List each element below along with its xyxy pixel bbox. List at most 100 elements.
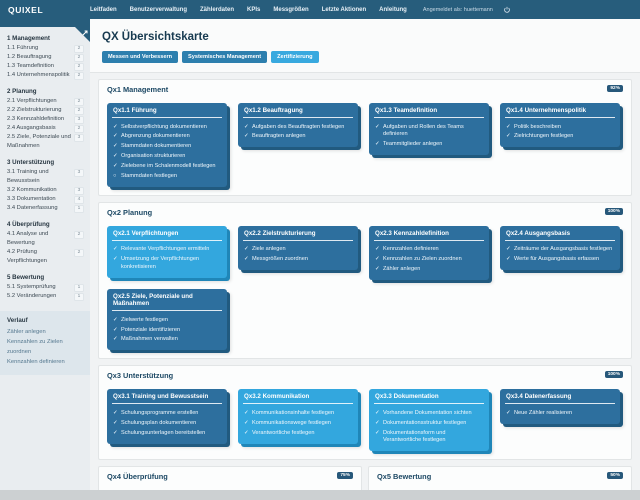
sidebar-item[interactable]: 1.2 Beauftragung 2: [7, 53, 84, 62]
task-card[interactable]: Qx2.5 Ziele, Potenziale und Maßnahmen ✓ …: [107, 289, 227, 351]
task-row[interactable]: ✓ Zielebene im Schalenmodell festlegen: [113, 163, 222, 170]
task-row[interactable]: ✓ Stammdaten dokumentieren: [113, 143, 222, 150]
task-row[interactable]: ✓ Zeiträume der Ausgangsbasis festlegen: [506, 246, 615, 253]
sidebar-item[interactable]: 2.4 Ausgangsbasis 2: [7, 124, 84, 133]
task-row[interactable]: ✓ Werte für Ausgangsbasis erfassen: [506, 256, 615, 263]
task-card[interactable]: Qx3.2 Kommunikation ✓ Kommunikationsinha…: [238, 389, 358, 444]
sidebar-item[interactable]: 4.1 Analyse und Bewertung 2: [7, 230, 84, 248]
nav-item[interactable]: Anleitung: [379, 6, 407, 13]
sidebar-item[interactable]: 5.2 Veränderungen 1: [7, 292, 84, 301]
task-row[interactable]: ✓ Zähler anlegen: [375, 266, 484, 273]
task-card[interactable]: Qx3.3 Dokumentation ✓ Vorhandene Dokumen…: [369, 389, 489, 451]
sidebar-item[interactable]: 3.4 Datenerfassung 1: [7, 204, 84, 213]
task-status-icon: ✓: [113, 419, 118, 426]
task-status-icon: ✓: [113, 246, 118, 253]
task-label: Neue Zähler realisieren: [514, 409, 573, 416]
task-row[interactable]: ✓ Aufgaben und Rollen des Teams definier…: [375, 124, 484, 139]
task-row[interactable]: ✓ Zielrichtungen festlegen: [506, 133, 615, 140]
task-row[interactable]: ✓ Ziele anlegen: [244, 246, 353, 253]
task-row[interactable]: ✓ Relevante Verpflichtungen ermitteln: [113, 246, 222, 253]
tab-button[interactable]: Systemisches Management: [182, 51, 268, 63]
tab-button[interactable]: Messen und Verbessern: [102, 51, 179, 63]
nav-item[interactable]: Zählerdaten: [200, 6, 235, 13]
task-status-icon: ✓: [113, 256, 118, 263]
task-label: Stammdaten festlegen: [121, 173, 177, 180]
sidebar-item[interactable]: 2.3 Kennzahldefinition 3: [7, 115, 84, 124]
task-row[interactable]: ✓ Kennzahlen zu Zielen zuordnen: [375, 256, 484, 263]
task-card[interactable]: Qx2.2 Zielstrukturierung ✓ Ziele anlegen: [238, 225, 358, 271]
nav-item[interactable]: Messgrößen: [273, 6, 309, 13]
task-card[interactable]: Qx1.3 Teamdefinition ✓ Aufgaben und Roll…: [369, 103, 489, 155]
task-row[interactable]: ✓ Aufgaben des Beauftragten festlegen: [244, 124, 353, 131]
task-row[interactable]: ✓ Teammitglieder anlegen: [375, 141, 484, 148]
sidebar-item-label: 4.2 Prüfung Verpflichtungen: [7, 249, 47, 264]
verlauf-item[interactable]: Kennzahlen definieren: [7, 359, 65, 365]
task-row[interactable]: ✓ Umsetzung der Verpflichtungen konkreti…: [113, 256, 222, 271]
task-list: ✓ Zielwerte festlegen ✓ Potenziale ident…: [107, 311, 227, 344]
verlauf-item[interactable]: Kennzahlen zu Zielen zuordnen: [7, 339, 63, 355]
task-row[interactable]: ✓ Verantwortliche festlegen: [244, 430, 353, 437]
task-status-icon: ✓: [113, 123, 118, 130]
task-card[interactable]: Qx3.4 Datenerfassung ✓ Neue Zähler reali…: [500, 389, 620, 424]
sidebar-item[interactable]: 1.1 Führung 2: [7, 44, 84, 53]
task-status-icon: ✓: [506, 256, 511, 263]
sidebar-collapse-icon[interactable]: [75, 27, 90, 42]
nav-item[interactable]: Leitfaden: [90, 6, 117, 13]
task-row[interactable]: ✓ Neue Zähler realisieren: [506, 410, 615, 417]
task-row[interactable]: ✓ Organisation strukturieren: [113, 153, 222, 160]
task-row[interactable]: ✓ Kennzahlen definieren: [375, 246, 484, 253]
task-row[interactable]: ✓ Beauftragten anlegen: [244, 133, 353, 140]
task-card[interactable]: Qx2.1 Verpflichtungen ✓ Relevante Verpfl…: [107, 225, 227, 278]
sidebar-item[interactable]: 4.2 Prüfung Verpflichtungen 2: [7, 248, 84, 266]
sidebar-item[interactable]: 3.2 Kommunikation 3: [7, 186, 84, 195]
task-row[interactable]: ✓ Potenziale identifizieren: [113, 327, 222, 334]
task-row[interactable]: ✓ Schulungsprogramme erstellen: [113, 410, 222, 417]
section-header: Qx1 Management 92%: [107, 85, 623, 96]
task-card[interactable]: Qx3.1 Training und Bewusstsein ✓ Schulun…: [107, 389, 227, 444]
task-row[interactable]: ✓ Abgrenzung dokumentieren: [113, 133, 222, 140]
task-card[interactable]: Qx2.3 Kennzahldefinition ✓ Kennzahlen de…: [369, 225, 489, 281]
nav-item[interactable]: Benutzerverwaltung: [129, 6, 188, 13]
task-row[interactable]: ✓ Kommunikationsinhalte festlegen: [244, 410, 353, 417]
task-row[interactable]: ✓ Dokumentationsstruktur festlegen: [375, 420, 484, 427]
sidebar-item-label: 2.4 Ausgangsbasis: [7, 125, 56, 131]
task-row[interactable]: ✓ Vorhandene Dokumentation sichten: [375, 410, 484, 417]
sidebar-section: 2 Planung 2.1 Verpflichtungen 2 2.2 Ziel…: [7, 88, 84, 151]
task-row[interactable]: ✓ Zielwerte festlegen: [113, 317, 222, 324]
verlauf-item[interactable]: Zähler anlegen: [7, 329, 46, 335]
horizontal-scrollbar[interactable]: [0, 490, 640, 500]
task-row[interactable]: ✓ Schulungsunterlagen bereitstellen: [113, 430, 222, 437]
sidebar-item[interactable]: 2.1 Verpflichtungen 2: [7, 97, 84, 106]
task-status-icon: ✓: [244, 246, 249, 253]
sidebar-item[interactable]: 3.1 Training und Bewusstsein 3: [7, 168, 84, 186]
task-label: Relevante Verpflichtungen ermitteln: [121, 246, 210, 253]
sidebar-item[interactable]: 1.4 Unternehmenspolitik 2: [7, 71, 84, 80]
task-row[interactable]: ✓ Dokumentationsform und Verantwortliche…: [375, 430, 484, 445]
task-card[interactable]: Qx1.1 Führung ✓ Selbstverpflichtung doku…: [107, 103, 227, 187]
task-row[interactable]: ✓ Selbstverpflichtung dokumentieren: [113, 124, 222, 131]
task-card[interactable]: Qx1.4 Unternehmenspolitik ✓ Politik besc…: [500, 103, 620, 148]
task-row[interactable]: ✓ Messgrößen zuordnen: [244, 256, 353, 263]
sidebar-item[interactable]: 1.3 Teamdefinition 2: [7, 62, 84, 71]
task-card[interactable]: Qx1.2 Beauftragung ✓ Aufgaben des Beauft…: [238, 103, 358, 148]
task-row[interactable]: ✓ Schulungsplan dokumentieren: [113, 420, 222, 427]
card-title: Qx1.1 Führung: [112, 103, 222, 118]
nav-item[interactable]: KPIs: [247, 6, 261, 13]
sidebar-item[interactable]: 5.1 Systemprüfung 1: [7, 283, 84, 292]
sidebar-item[interactable]: 3.3 Dokumentation 4: [7, 195, 84, 204]
sidebar-item-count: 3: [74, 169, 84, 177]
sidebar-item-label: 1.3 Teamdefinition: [7, 63, 54, 69]
sidebar-item[interactable]: 2.5 Ziele, Potenziale und Maßnahmen 3: [7, 133, 84, 151]
tab-button[interactable]: Zertifizierung: [271, 51, 319, 63]
task-status-icon: ✓: [113, 326, 118, 333]
progress-badge: 92%: [607, 85, 623, 92]
section-title: Qx5 Bewertung: [377, 472, 432, 481]
sidebar-item[interactable]: 2.2 Zielstrukturierung 2: [7, 106, 84, 115]
task-card[interactable]: Qx2.4 Ausgangsbasis ✓ Zeiträume der Ausg…: [500, 225, 620, 271]
nav-item[interactable]: Letzte Aktionen: [321, 6, 367, 13]
task-row[interactable]: ✓ Kommunikationswege festlegen: [244, 420, 353, 427]
task-row[interactable]: ○ Stammdaten festlegen: [113, 173, 222, 180]
logout-power-icon[interactable]: [503, 6, 511, 14]
task-row[interactable]: ✓ Maßnahmen verwalten: [113, 336, 222, 343]
task-row[interactable]: ✓ Politik beschreiben: [506, 124, 615, 131]
